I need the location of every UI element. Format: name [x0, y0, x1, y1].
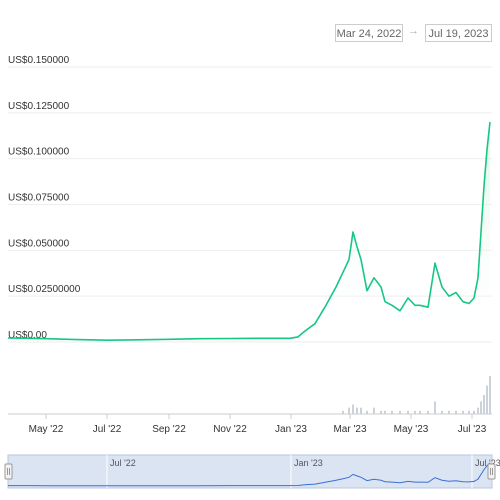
volume-bar: [419, 410, 421, 414]
navigator-tick-label: Jul '22: [110, 458, 136, 468]
volume-bar: [483, 395, 485, 414]
volume-bar: [448, 410, 450, 414]
volume-bar: [380, 410, 382, 414]
volume-bar: [477, 407, 479, 414]
y-axis: US$0.00 US$0.02500000 US$0.050000 US$0.0750…: [8, 55, 81, 341]
volume-bar: [360, 407, 362, 414]
y-tick-label: US$0.150000: [8, 55, 70, 66]
volume-bar: [366, 410, 368, 414]
x-tick-label: May '23: [394, 424, 429, 435]
volume-bar: [434, 401, 436, 414]
volume-bar: [399, 410, 401, 414]
volume-bar: [462, 410, 464, 414]
y-tick-label: US$0.125000: [8, 101, 70, 112]
volume-bar: [384, 410, 386, 414]
x-tick-label: Sep '22: [152, 424, 186, 435]
navigator-tick-label: Jan '23: [294, 458, 323, 468]
volume-bar: [489, 376, 491, 414]
y-tick-label: US$0.00: [8, 330, 47, 341]
volume-bar: [468, 410, 470, 414]
volume-bar: [455, 410, 457, 414]
volume-bar: [486, 385, 488, 414]
navigator-left-handle[interactable]: [4, 463, 13, 480]
y-tick-label: US$0.075000: [8, 193, 70, 204]
range-to-input[interactable]: Jul 19, 2023: [425, 24, 492, 42]
range-from-input[interactable]: Mar 24, 2022: [335, 24, 403, 42]
range-navigator[interactable]: Jul '22 Jan '23 Jul '23: [4, 454, 500, 489]
grid: [8, 66, 492, 343]
price-series-line: [7, 121, 491, 341]
volume-bar: [356, 407, 358, 414]
navigator-series-line: [8, 462, 491, 487]
price-line: [7, 121, 491, 341]
x-tick-label: Nov '22: [213, 424, 247, 435]
price-area: [8, 122, 490, 342]
volume-bar: [473, 410, 475, 414]
volume-bars: [8, 376, 492, 415]
volume-bar: [342, 410, 344, 414]
x-tick-label: Jan '23: [275, 424, 307, 435]
volume-bar: [391, 410, 393, 414]
navigator-right-handle[interactable]: [487, 463, 496, 480]
y-tick-label: US$0.050000: [8, 238, 70, 249]
x-tick-label: Mar '23: [333, 424, 366, 435]
y-tick-label: US$0.02500000: [8, 284, 81, 295]
x-tick-label: Jul '22: [93, 424, 122, 435]
volume-bar: [407, 410, 409, 414]
x-tick-label: May '22: [29, 424, 64, 435]
navigator-selection[interactable]: [7, 454, 493, 489]
volume-bar: [480, 401, 482, 414]
volume-bar: [441, 410, 443, 414]
navigator-tick-label: Jul '23: [475, 458, 500, 468]
price-area-fill: [8, 122, 490, 342]
volume-bar: [427, 410, 429, 414]
range-arrow-icon: →: [408, 25, 419, 37]
y-tick-label: US$0.100000: [8, 147, 70, 158]
volume-bar: [348, 407, 350, 414]
x-tick-label: Jul '23: [458, 424, 487, 435]
volume-bar: [352, 404, 354, 414]
x-axis: May '22 Jul '22 Sep '22 Nov '22 Jan '23 Mar '…: [29, 414, 487, 435]
volume-bar: [373, 407, 375, 414]
volume-bar: [414, 410, 416, 414]
